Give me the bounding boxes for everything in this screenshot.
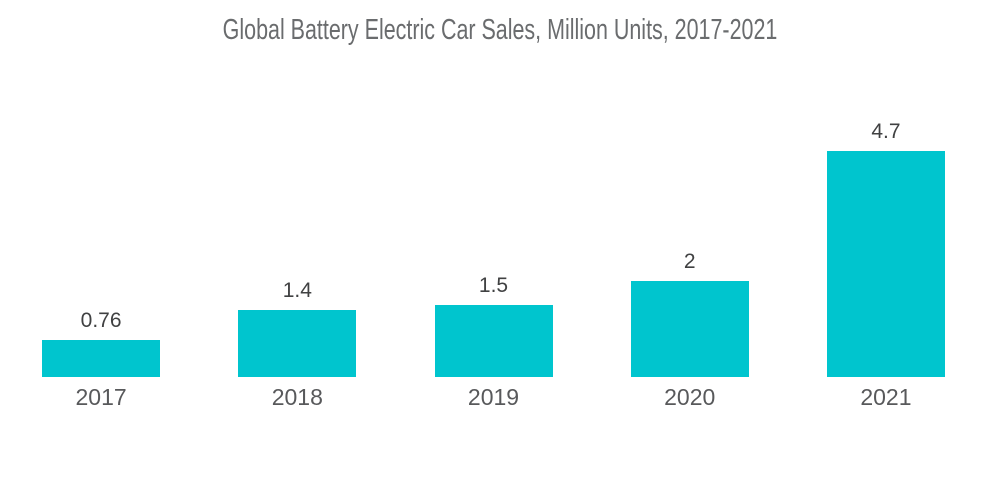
bar-2017 [42,340,161,377]
bar-value-label: 2 [683,250,696,273]
x-axis: 2017 2018 2019 2020 2021 [3,386,984,409]
x-axis-label-2019: 2019 [467,384,520,410]
bar-value-label: 1.5 [478,274,509,297]
bar-group-2020: 2 [592,251,788,377]
bar-group-2021: 4.7 [788,121,984,377]
bar-value-label: 1.4 [282,279,312,302]
bar-2018 [238,310,357,377]
x-axis-label-2017: 2017 [75,384,127,410]
bar-value-label: 0.76 [80,309,122,332]
x-axis-label-2018: 2018 [271,384,323,410]
bar-2021 [826,151,945,377]
bar-2020 [630,281,749,377]
x-axis-label-2020: 2020 [664,384,716,410]
bar-group-2018: 1.4 [199,280,395,377]
x-axis-label-2021: 2021 [860,384,912,410]
chart-title: Global Battery Electric Car Sales, Milli… [222,14,778,46]
plot-area: 0.76 1.4 1.5 2 4.7 [3,0,984,377]
bar-2019 [434,305,553,377]
bar-group-2017: 0.76 [3,310,199,377]
bar-group-2019: 1.5 [395,275,591,377]
bar-value-label: 4.7 [871,120,901,143]
